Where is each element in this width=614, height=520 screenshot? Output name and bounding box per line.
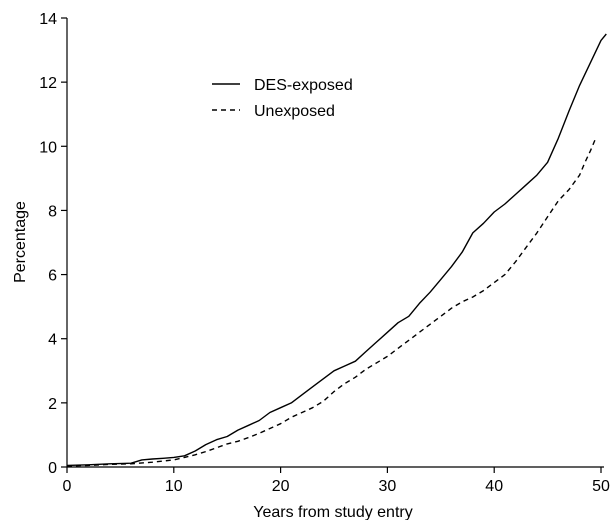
legend-label-unexposed: Unexposed <box>254 103 335 120</box>
axes: 0 2 4 6 8 10 12 14 0 10 20 30 40 50 <box>39 11 610 495</box>
series-lines <box>66 33 607 467</box>
y-tick-label: 8 <box>48 203 57 220</box>
x-tick-label: 50 <box>592 478 610 495</box>
y-axis-title: Percentage <box>12 201 29 283</box>
y-tick-label: 12 <box>39 75 57 92</box>
y-tick-label: 0 <box>48 460 57 477</box>
y-tick-label: 2 <box>48 396 57 413</box>
y-tick-label: 6 <box>48 268 57 285</box>
y-tick-label: 14 <box>39 11 57 28</box>
x-tick-label: 30 <box>379 478 397 495</box>
x-tick-label: 10 <box>165 478 183 495</box>
x-tick-label: 40 <box>485 478 503 495</box>
x-tick-label: 0 <box>63 478 72 495</box>
x-tick-label: 20 <box>272 478 290 495</box>
series-line-des-exposed <box>66 33 607 467</box>
legend-label-des-exposed: DES-exposed <box>254 77 353 94</box>
series-line-unexposed <box>66 138 597 467</box>
legend: DES-exposed Unexposed <box>212 77 353 120</box>
y-tick-label: 4 <box>48 332 57 349</box>
x-axis-title: Years from study entry <box>253 504 412 520</box>
y-tick-label: 10 <box>39 139 57 156</box>
